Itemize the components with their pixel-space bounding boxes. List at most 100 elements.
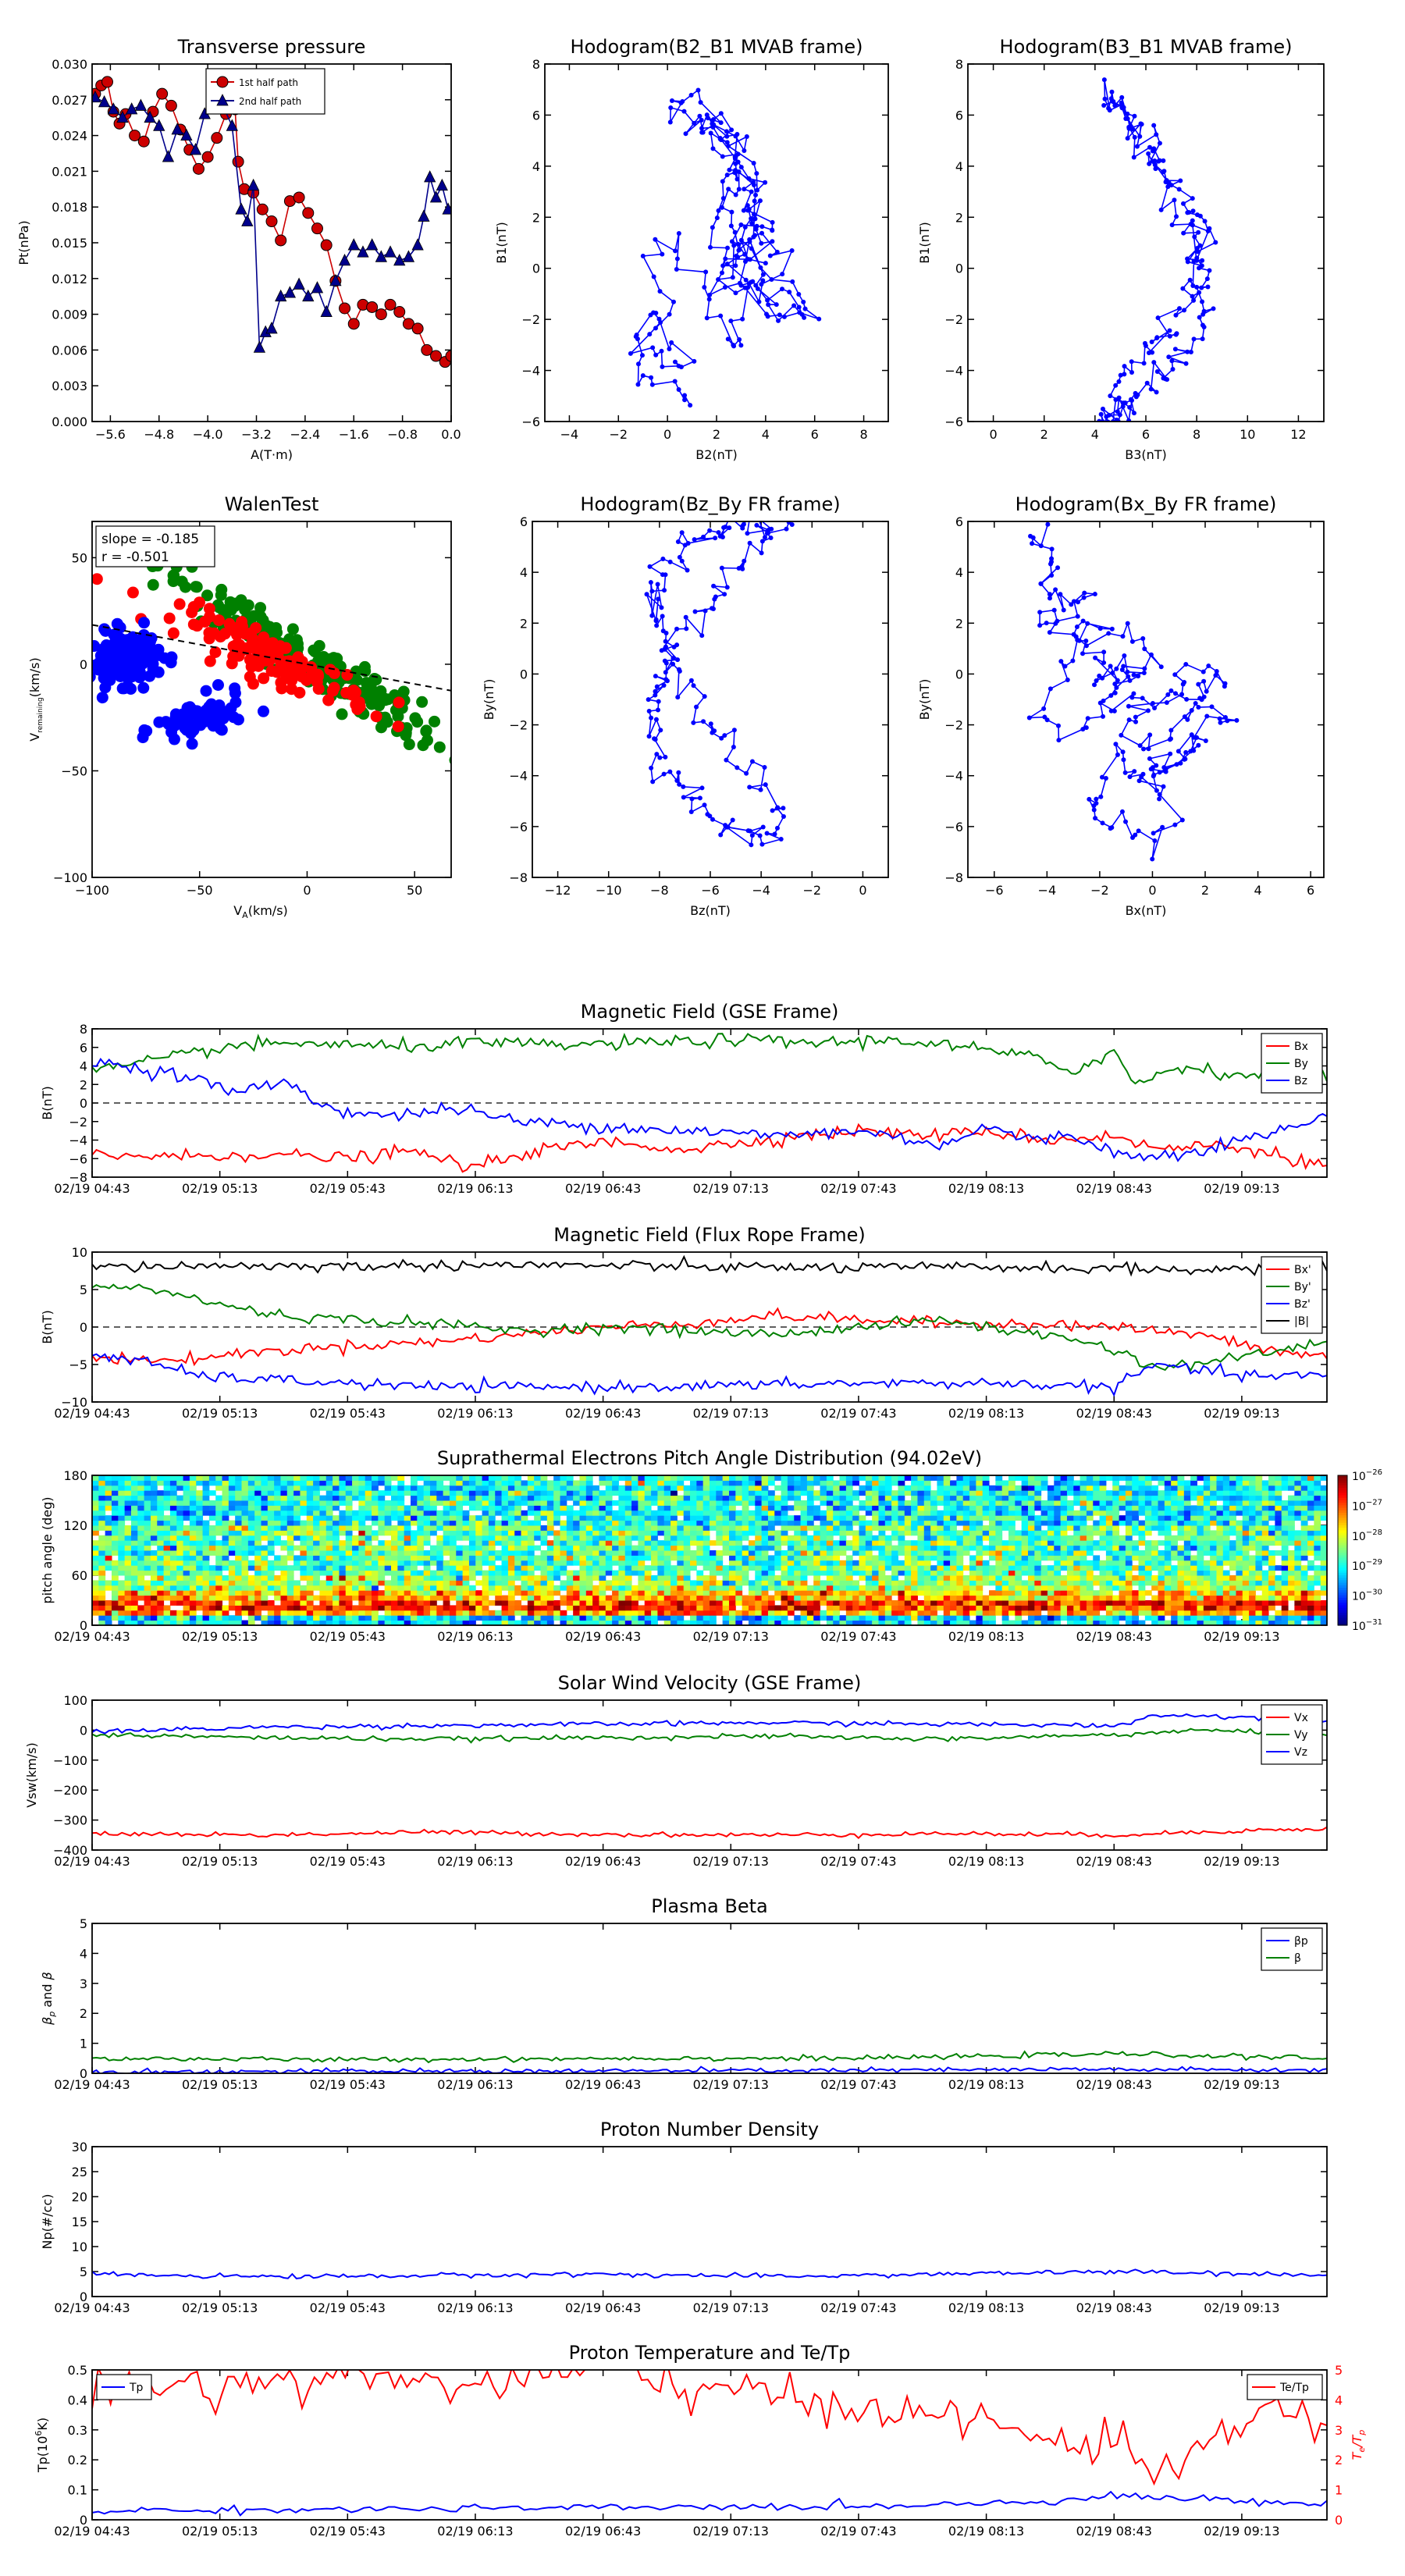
heatmap-cell [618, 1580, 626, 1586]
heatmap-cell [1210, 1605, 1217, 1611]
heatmap-cell [989, 1615, 996, 1621]
heatmap-cell [111, 1560, 119, 1566]
heatmap-cell [352, 1570, 359, 1576]
heatmap-cell [696, 1610, 704, 1616]
heatmap-cell [501, 1555, 509, 1561]
y-tick-label: 0.015 [52, 236, 87, 251]
heatmap-cell [1073, 1590, 1081, 1596]
heatmap-cell [247, 1600, 255, 1606]
heatmap-cell [696, 1580, 704, 1586]
heatmap-cell [1105, 1605, 1113, 1611]
y-tick-label: 0 [955, 667, 963, 681]
heatmap-cell [618, 1565, 626, 1571]
heatmap-cell [585, 1610, 593, 1616]
heatmap-cell [410, 1550, 418, 1556]
heatmap-cell [215, 1550, 223, 1556]
heatmap-cell [208, 1585, 216, 1591]
heatmap-cell [1171, 1545, 1178, 1551]
heatmap-cell [1034, 1620, 1042, 1625]
x-tick-label: 02/19 05:43 [310, 1629, 386, 1644]
data-point [1119, 732, 1124, 738]
heatmap-cell [228, 1595, 236, 1601]
heatmap-cell [904, 1615, 912, 1621]
heatmap-cell [872, 1605, 879, 1611]
heatmap-cell [235, 1605, 243, 1611]
heatmap-cell [157, 1610, 165, 1616]
x-tick-label: −4 [752, 883, 770, 898]
data-point [647, 332, 653, 337]
heatmap-cell [794, 1605, 802, 1611]
heatmap-cell [1086, 1585, 1094, 1591]
heatmap-cell [592, 1565, 599, 1571]
x-tick-label: 02/19 05:43 [310, 2524, 386, 2539]
heatmap-cell [1255, 1610, 1263, 1616]
data-point [644, 592, 649, 597]
heatmap-cell [585, 1560, 593, 1566]
heatmap-cell [1236, 1595, 1243, 1601]
heatmap-cell [566, 1615, 574, 1621]
heatmap-cell [280, 1565, 288, 1571]
heatmap-cell [1080, 1570, 1087, 1576]
heatmap-cell [1112, 1610, 1120, 1616]
heatmap-cell [690, 1555, 697, 1561]
heatmap-cell [98, 1580, 106, 1586]
heatmap-cell [1216, 1600, 1224, 1606]
heatmap-cell [378, 1555, 386, 1561]
heatmap-cell [462, 1575, 470, 1581]
heatmap-cell [872, 1555, 879, 1561]
heatmap-cell [943, 1565, 951, 1571]
data-point [311, 222, 323, 235]
heatmap-cell [884, 1580, 892, 1586]
heatmap-cell [1216, 1615, 1224, 1621]
y-tick-label: 4 [955, 565, 963, 580]
data-point [760, 824, 766, 830]
heatmap-cell [196, 1575, 204, 1581]
heatmap-cell [585, 1565, 593, 1571]
heatmap-cell [813, 1555, 821, 1561]
hodogram-b3-b1-xlabel: B3(nT) [1125, 447, 1167, 462]
heatmap-cell [507, 1610, 515, 1616]
heatmap-cell [333, 1605, 340, 1611]
x-tick-label: 4 [1091, 427, 1099, 442]
heatmap-cell [111, 1615, 119, 1621]
heatmap-cell [235, 1590, 243, 1596]
heatmap-cell [196, 1570, 204, 1576]
data-point [254, 646, 266, 658]
data-point [724, 262, 730, 267]
data-point [753, 192, 759, 197]
heatmap-cell [410, 1555, 418, 1561]
heatmap-cell [1171, 1575, 1178, 1581]
heatmap-cell [722, 1600, 730, 1606]
heatmap-cell [1144, 1605, 1152, 1611]
heatmap-cell [865, 1595, 873, 1601]
series-Tp [92, 2490, 1327, 2517]
heatmap-cell [651, 1595, 658, 1601]
data-point [716, 276, 721, 282]
heatmap-cell [222, 1610, 229, 1616]
heatmap-cell [1229, 1595, 1236, 1601]
heatmap-cell [456, 1615, 464, 1621]
data-point [1129, 359, 1134, 365]
heatmap-cell [384, 1585, 392, 1591]
heatmap-cell [436, 1620, 444, 1625]
heatmap-cell [813, 1620, 821, 1625]
y-tick-label: 8 [80, 1022, 87, 1037]
heatmap-cell [397, 1615, 405, 1621]
heatmap-cell [1138, 1580, 1146, 1586]
data-point [347, 684, 360, 696]
heatmap-cell [1255, 1555, 1263, 1561]
heatmap-cell [917, 1555, 925, 1561]
x-tick-label: −4 [1038, 883, 1057, 898]
heatmap-cell [943, 1620, 951, 1625]
data-point [706, 297, 712, 302]
heatmap-cell [1158, 1615, 1165, 1621]
heatmap-cell [1066, 1595, 1074, 1601]
heatmap-cell [404, 1600, 411, 1606]
data-point [1097, 626, 1103, 632]
heatmap-cell [228, 1575, 236, 1581]
data-point [710, 146, 716, 151]
heatmap-cell [176, 1620, 184, 1625]
heatmap-cell [169, 1575, 177, 1581]
heatmap-cell [410, 1585, 418, 1591]
heatmap-cell [443, 1595, 450, 1601]
